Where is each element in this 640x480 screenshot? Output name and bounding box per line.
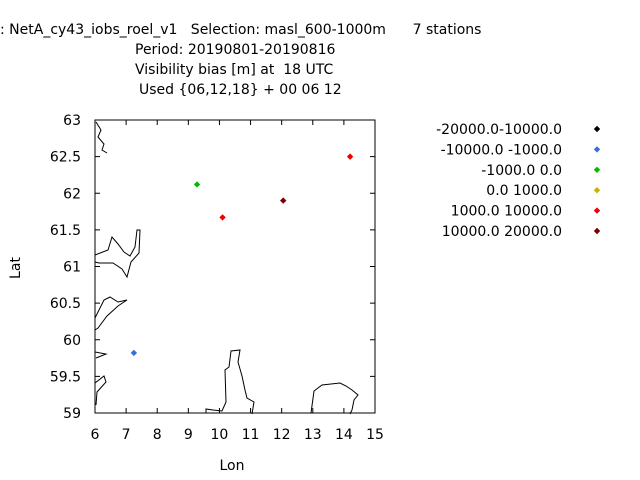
coastline-segment <box>94 229 141 279</box>
coastline-segment <box>94 296 128 331</box>
coastline-layer <box>94 121 359 415</box>
x-tick-label: 8 <box>153 427 162 443</box>
y-tick-label: 61.5 <box>50 223 81 239</box>
y-axis-label: Lat <box>8 257 24 279</box>
legend-label: 0.0 1000.0 <box>486 183 562 199</box>
y-tick-label: 62.5 <box>50 150 81 166</box>
data-point <box>280 197 287 204</box>
legend-marker <box>593 125 601 133</box>
plot-frame <box>94 119 376 414</box>
y-tick-label: 62 <box>63 186 81 202</box>
data-point <box>193 181 201 188</box>
x-tick-label: 13 <box>304 427 322 443</box>
x-tick-label: 11 <box>242 427 260 443</box>
plot-frame-layer <box>94 119 376 414</box>
x-tick-label: 12 <box>273 427 291 443</box>
x-axis-label: Lon <box>220 458 245 474</box>
chart-title-line-4: Used {06,12,18} + 00 06 12 <box>139 82 342 98</box>
x-tick-label: 6 <box>91 427 100 443</box>
chart-title-line-3: Visibility bias [m] at 18 UTC <box>135 62 334 78</box>
legend-label: -20000.0-10000.0 <box>436 122 562 138</box>
x-tick-label: 7 <box>122 427 131 443</box>
legend-marker <box>593 166 601 173</box>
y-tick-label: 61 <box>63 260 81 276</box>
legend-marker <box>593 227 601 235</box>
y-tick-label: 60.5 <box>50 296 81 312</box>
y-tick-label: 59 <box>63 406 81 422</box>
legend-label: 1000.0 10000.0 <box>451 204 562 220</box>
legend-marker <box>593 207 601 214</box>
tick-labels: 6 7 8 9 10 11 12 13 14 15 59 59.5 60 60.5 61 61.5 62 62.5… <box>50 113 384 443</box>
data-point <box>130 349 138 357</box>
coastline-segment <box>95 121 108 154</box>
data-point <box>346 153 354 160</box>
legend-marker <box>593 146 601 153</box>
legend-label: -1000.0 0.0 <box>481 163 562 179</box>
legend-label: 10000.0 20000.0 <box>442 224 562 240</box>
y-tick-label: 60 <box>63 333 81 349</box>
x-tick-label: 15 <box>366 427 384 443</box>
x-tick-label: 10 <box>211 427 229 443</box>
y-tick-label: 59.5 <box>50 369 81 385</box>
x-tick-label: 9 <box>184 427 193 443</box>
y-tick-label: 63 <box>63 113 81 129</box>
coastline-segment <box>94 351 108 359</box>
coastline-segment <box>310 382 359 415</box>
coastline-segment <box>94 375 107 406</box>
chart-title-line-2: Period: 20190801-20190816 <box>135 42 336 58</box>
data-point <box>219 214 226 221</box>
x-tick-label: 14 <box>335 427 353 443</box>
legend-label: -10000.0 -1000.0 <box>441 142 562 158</box>
chart-title-line-1: : NetA_cy43_iobs_roel_v1 Selection: masl… <box>0 22 482 38</box>
coastline-segment <box>205 349 255 415</box>
legend-marker <box>593 187 601 194</box>
legend: -20000.0-10000.0 -10000.0 -1000.0 -1000.0 … <box>436 122 601 240</box>
data-points <box>130 153 354 357</box>
axis-ticks <box>94 119 376 414</box>
